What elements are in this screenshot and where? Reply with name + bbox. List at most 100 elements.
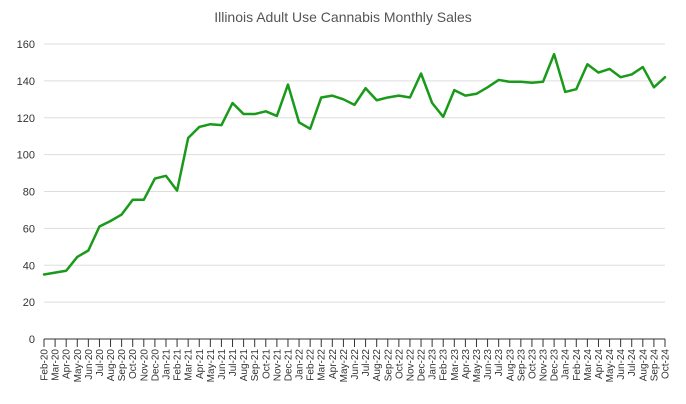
x-tick-label: Nov-21 xyxy=(272,349,283,382)
data-point xyxy=(553,53,555,55)
chart-title: Illinois Adult Use Cannabis Monthly Sale… xyxy=(214,9,472,25)
x-tick-label: Jun-22 xyxy=(350,349,361,380)
y-tick-label: 80 xyxy=(23,187,35,199)
x-tick-label: Jun-24 xyxy=(616,349,627,380)
data-point xyxy=(98,225,100,227)
x-tick-label: Mar-20 xyxy=(51,349,62,381)
data-point xyxy=(120,213,122,215)
x-tick-label: Feb-24 xyxy=(572,349,583,381)
y-tick-label: 0 xyxy=(29,334,35,346)
data-point xyxy=(187,137,189,139)
x-tick-label: Aug-20 xyxy=(106,349,117,382)
x-tick-label: May-20 xyxy=(73,349,84,383)
data-point xyxy=(497,79,499,81)
series-group xyxy=(42,52,667,276)
x-tick-label: Oct-23 xyxy=(527,349,538,379)
data-point xyxy=(209,123,211,125)
y-tick-label: 60 xyxy=(23,223,35,235)
x-tick-label: Feb-21 xyxy=(173,349,184,381)
x-tick-label: Feb-20 xyxy=(40,349,51,381)
x-tick-label: Apr-23 xyxy=(461,349,472,379)
x-tick-label: Feb-23 xyxy=(439,349,450,381)
data-point xyxy=(242,113,244,115)
data-point xyxy=(564,91,566,93)
data-point xyxy=(331,94,333,96)
data-point xyxy=(320,96,322,98)
x-tick-label: Sep-21 xyxy=(250,349,261,382)
x-tick-label: Jul-23 xyxy=(494,349,505,377)
data-point xyxy=(154,177,156,179)
x-tick-label: Sep-24 xyxy=(649,349,660,382)
x-tick-label: Dec-21 xyxy=(283,349,294,382)
x-tick-label: Apr-20 xyxy=(62,349,73,379)
x-tick-label: Sep-20 xyxy=(117,349,128,382)
x-tick-label: May-23 xyxy=(472,349,483,383)
x-tick-label: Jul-22 xyxy=(361,349,372,377)
data-point xyxy=(409,96,411,98)
data-point xyxy=(342,98,344,100)
data-point xyxy=(265,110,267,112)
x-tick-label: Jul-24 xyxy=(627,349,638,377)
data-point xyxy=(431,102,433,104)
x-tick-label: Aug-24 xyxy=(638,349,649,382)
x-tick-label: Oct-22 xyxy=(394,349,405,379)
x-tick-label: Dec-22 xyxy=(417,349,428,382)
gridlines xyxy=(44,43,665,303)
x-tick-label: Dec-23 xyxy=(550,349,561,382)
data-point xyxy=(143,199,145,201)
data-point xyxy=(165,175,167,177)
data-point xyxy=(375,99,377,101)
x-tick-label: Apr-22 xyxy=(328,349,339,379)
data-point xyxy=(87,249,89,251)
x-axis: Feb-20 Mar-20 Apr-20 May-20 Jun-20 Jul-20 Aug-… xyxy=(40,338,672,383)
data-point xyxy=(43,273,45,275)
data-point xyxy=(442,116,444,118)
y-axis-ticks: 0 20 40 60 80 100 120 140 160 xyxy=(17,39,35,346)
x-tick-label: Aug-22 xyxy=(372,349,383,382)
x-tick-label: Jul-21 xyxy=(228,349,239,377)
x-tick-label: Mar-24 xyxy=(583,349,594,381)
y-tick-label: 160 xyxy=(17,39,35,51)
data-point xyxy=(65,270,67,272)
data-point xyxy=(453,89,455,91)
x-tick-label: Sep-23 xyxy=(516,349,527,382)
data-point xyxy=(76,256,78,258)
data-point xyxy=(653,86,655,88)
data-point xyxy=(608,68,610,70)
data-point xyxy=(631,73,633,75)
data-point xyxy=(353,104,355,106)
x-tick-label: Aug-23 xyxy=(505,349,516,382)
y-tick-label: 120 xyxy=(17,113,35,125)
x-tick-label: May-22 xyxy=(339,349,350,383)
x-tick-label: Apr-21 xyxy=(195,349,206,379)
x-tick-label: Apr-24 xyxy=(594,349,605,379)
data-point xyxy=(176,189,178,191)
x-tick-label: Mar-23 xyxy=(450,349,461,381)
x-tick-label: May-21 xyxy=(206,349,217,383)
x-tick-label: Nov-23 xyxy=(539,349,550,382)
data-point xyxy=(475,93,477,95)
data-point xyxy=(420,72,422,74)
data-point xyxy=(387,96,389,98)
data-point xyxy=(398,94,400,96)
x-tick-label: Jun-23 xyxy=(483,349,494,380)
data-point xyxy=(231,102,233,104)
data-point xyxy=(597,71,599,73)
x-tick-label: Jan-24 xyxy=(561,349,572,380)
data-point xyxy=(542,81,544,83)
data-point xyxy=(109,220,111,222)
data-point xyxy=(54,271,56,273)
x-tick-label: Oct-24 xyxy=(661,349,672,379)
x-tick-label: Mar-21 xyxy=(184,349,195,381)
x-tick-label: Aug-21 xyxy=(239,349,250,382)
x-tick-label: Feb-22 xyxy=(306,349,317,381)
data-point xyxy=(486,86,488,88)
x-tick-label: Jun-20 xyxy=(84,349,95,380)
x-tick-label: Nov-20 xyxy=(139,349,150,382)
data-point xyxy=(309,128,311,130)
data-point xyxy=(509,81,511,83)
data-point xyxy=(642,66,644,68)
data-point xyxy=(253,113,255,115)
x-tick-label: Jan-21 xyxy=(161,349,172,380)
